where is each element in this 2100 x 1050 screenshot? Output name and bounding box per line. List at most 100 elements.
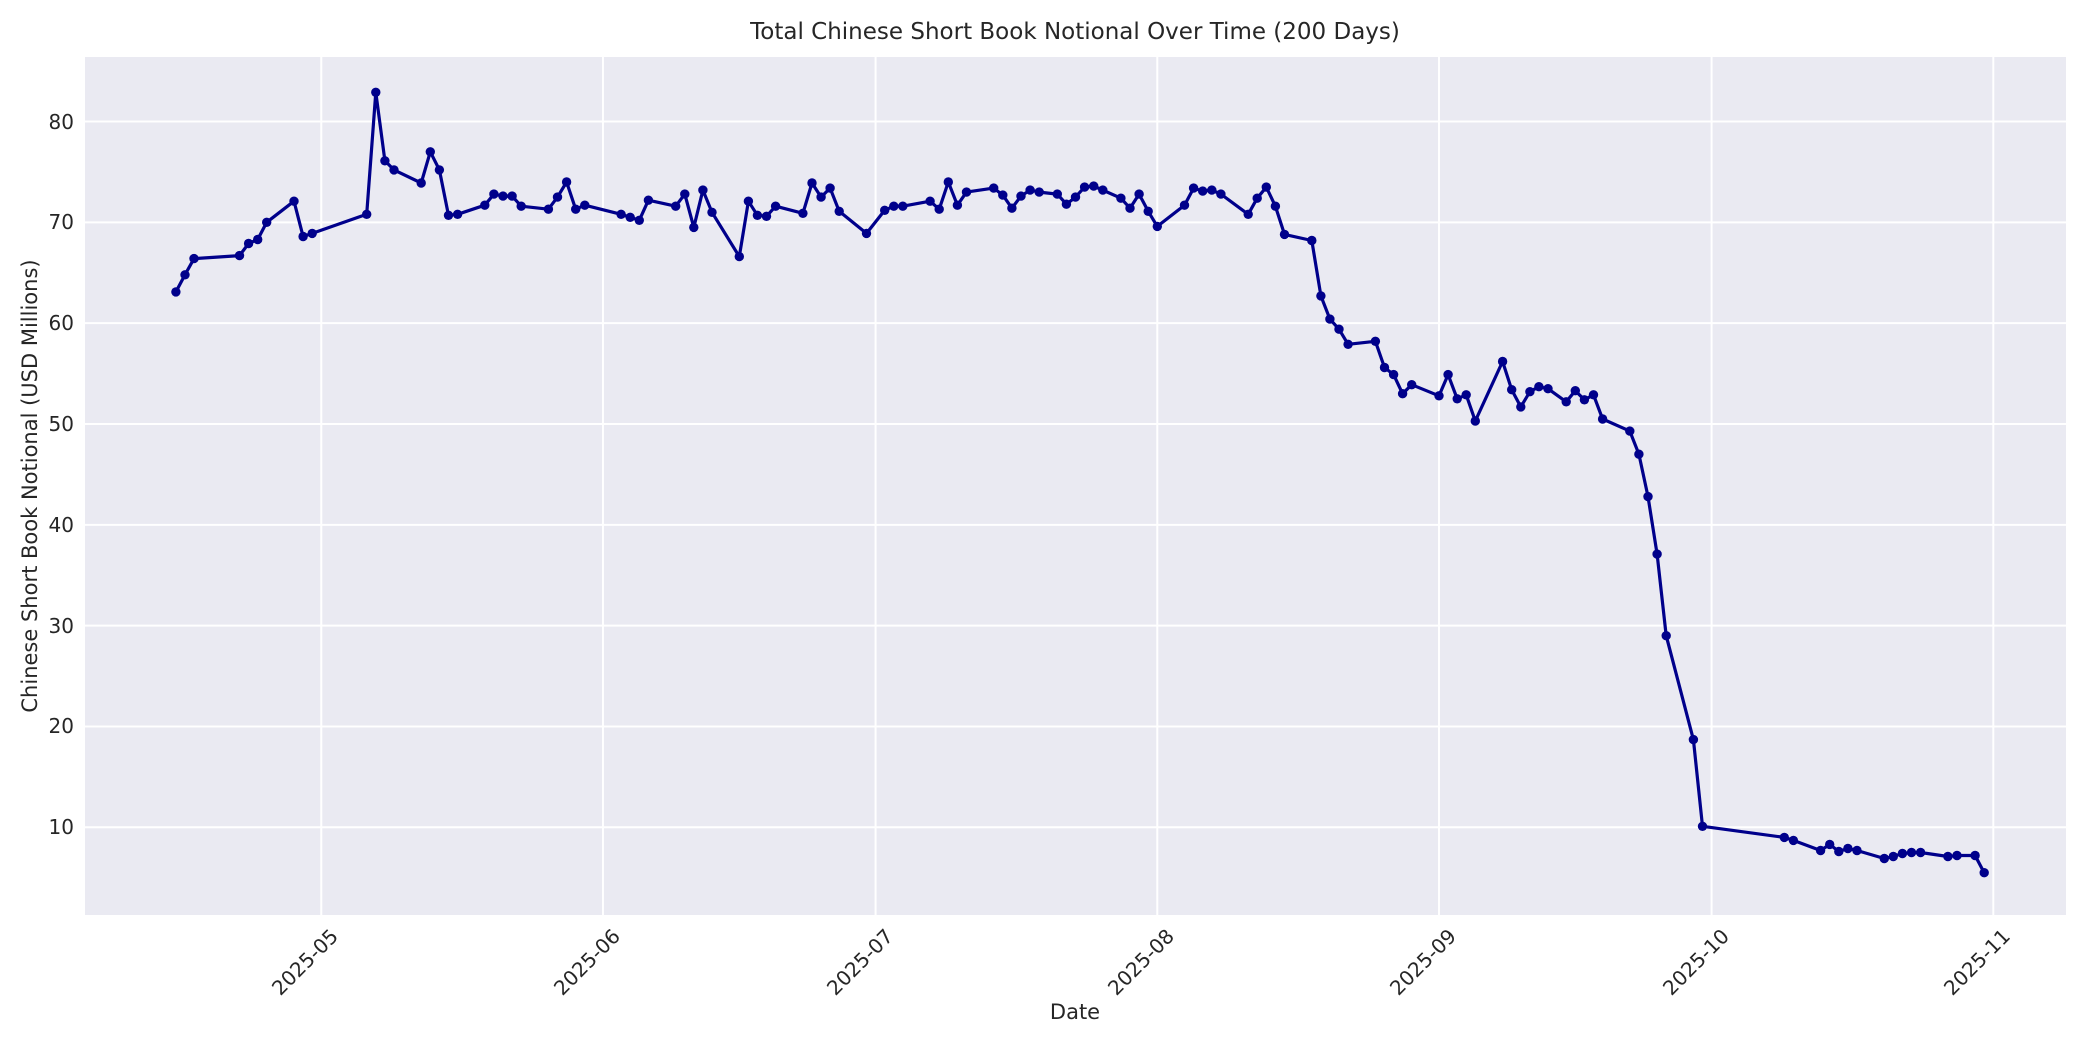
data-point-marker [643, 195, 654, 205]
data-point-marker [1116, 193, 1126, 203]
data-point-marker [1625, 426, 1635, 436]
data-point-marker [1970, 850, 1980, 861]
data-point-marker [189, 253, 199, 264]
data-point-marker [825, 183, 835, 193]
data-point-marker [1825, 839, 1835, 850]
data-point-marker [298, 231, 308, 242]
data-point-marker [1815, 845, 1826, 856]
data-point-marker [1307, 235, 1317, 246]
data-point-marker [307, 228, 317, 239]
data-point-marker [734, 251, 744, 262]
data-point-marker [180, 270, 190, 280]
data-point-marker [1888, 851, 1899, 862]
data-point-marker [1443, 369, 1453, 380]
data-point-marker [434, 165, 445, 175]
data-point-marker [1379, 362, 1390, 373]
y-tick-label: 20 [48, 714, 74, 739]
data-point-marker [1098, 185, 1108, 195]
data-point-marker [1461, 390, 1471, 400]
y-tick-label: 60 [48, 311, 74, 336]
y-tick-label: 10 [48, 815, 74, 840]
data-point-marker [1252, 193, 1262, 203]
data-point-marker [616, 209, 626, 219]
data-point-marker [1007, 203, 1017, 213]
data-point-marker [425, 147, 435, 157]
data-point-marker [1779, 832, 1790, 843]
data-point-marker [1207, 185, 1217, 195]
data-point-marker [1243, 209, 1253, 219]
data-point-marker [798, 208, 808, 218]
data-point-marker [516, 201, 526, 211]
data-point-marker [1152, 221, 1163, 232]
data-point-marker [1697, 821, 1708, 831]
data-point-marker [1570, 386, 1581, 396]
y-tick-label: 80 [48, 109, 74, 134]
plot-background [85, 57, 2066, 915]
data-point-marker [243, 238, 254, 249]
data-point-marker [1397, 389, 1408, 399]
data-point-marker [761, 211, 772, 221]
data-point-marker [889, 201, 899, 211]
data-point-marker [362, 209, 372, 219]
data-point-marker [389, 165, 399, 175]
x-tick-label: 2025-09 [1384, 924, 1461, 1001]
data-point-marker [1688, 734, 1699, 745]
data-point-marker [989, 183, 999, 193]
data-point-marker [707, 207, 717, 217]
data-point-marker [680, 189, 690, 199]
data-point-marker [1834, 846, 1844, 857]
data-point-marker [452, 209, 463, 219]
data-point-marker [1388, 369, 1399, 380]
data-point-marker [1497, 356, 1508, 367]
data-point-marker [1588, 390, 1599, 400]
data-point-marker [253, 234, 263, 245]
data-point-marker [507, 191, 517, 201]
data-point-marker [1034, 187, 1044, 197]
data-point-marker [416, 178, 426, 188]
x-tick-label: 2025-08 [1103, 924, 1180, 1001]
data-point-marker [1089, 181, 1099, 191]
data-point-marker [1216, 189, 1226, 199]
data-point-marker [1343, 339, 1353, 349]
data-point-marker [1788, 835, 1799, 846]
data-point-marker [262, 217, 272, 227]
data-point-marker [1470, 416, 1481, 426]
data-point-marker [1579, 395, 1590, 405]
x-tick-label: 2025-05 [267, 924, 344, 1001]
data-point-marker [1334, 324, 1344, 334]
data-point-marker [943, 177, 953, 187]
data-point-marker [1979, 868, 1989, 878]
data-point-marker [1452, 394, 1462, 404]
data-point-marker [998, 190, 1008, 200]
data-point-marker [1434, 391, 1444, 401]
data-point-marker [1079, 182, 1090, 192]
y-tick-label: 30 [48, 613, 74, 638]
data-point-marker [380, 156, 390, 166]
data-point-marker [1843, 843, 1853, 854]
data-point-marker [1525, 387, 1535, 397]
data-point-marker [1516, 402, 1526, 412]
data-point-marker [543, 204, 554, 214]
data-point-marker [689, 222, 699, 233]
data-point-marker [1261, 182, 1272, 192]
data-point-marker [1906, 847, 1917, 858]
data-point-marker [498, 191, 508, 201]
data-point-marker [1643, 491, 1653, 502]
data-point-marker [698, 185, 708, 195]
data-point-marker [1188, 183, 1199, 193]
data-point-marker [1270, 201, 1281, 211]
data-point-marker [1897, 848, 1908, 859]
data-point-marker [571, 204, 581, 214]
data-point-marker [561, 177, 572, 187]
x-tick-label: 2025-10 [1657, 924, 1734, 1001]
data-point-marker [1325, 314, 1335, 324]
plot-area [85, 57, 2066, 915]
data-point-marker [1016, 191, 1026, 201]
data-point-marker [1179, 200, 1190, 210]
data-point-marker [880, 205, 890, 215]
data-point-marker [934, 204, 944, 214]
x-tick-label: 2025-11 [1939, 924, 2016, 1001]
data-point-marker [1279, 229, 1290, 240]
data-point-marker [371, 87, 381, 97]
